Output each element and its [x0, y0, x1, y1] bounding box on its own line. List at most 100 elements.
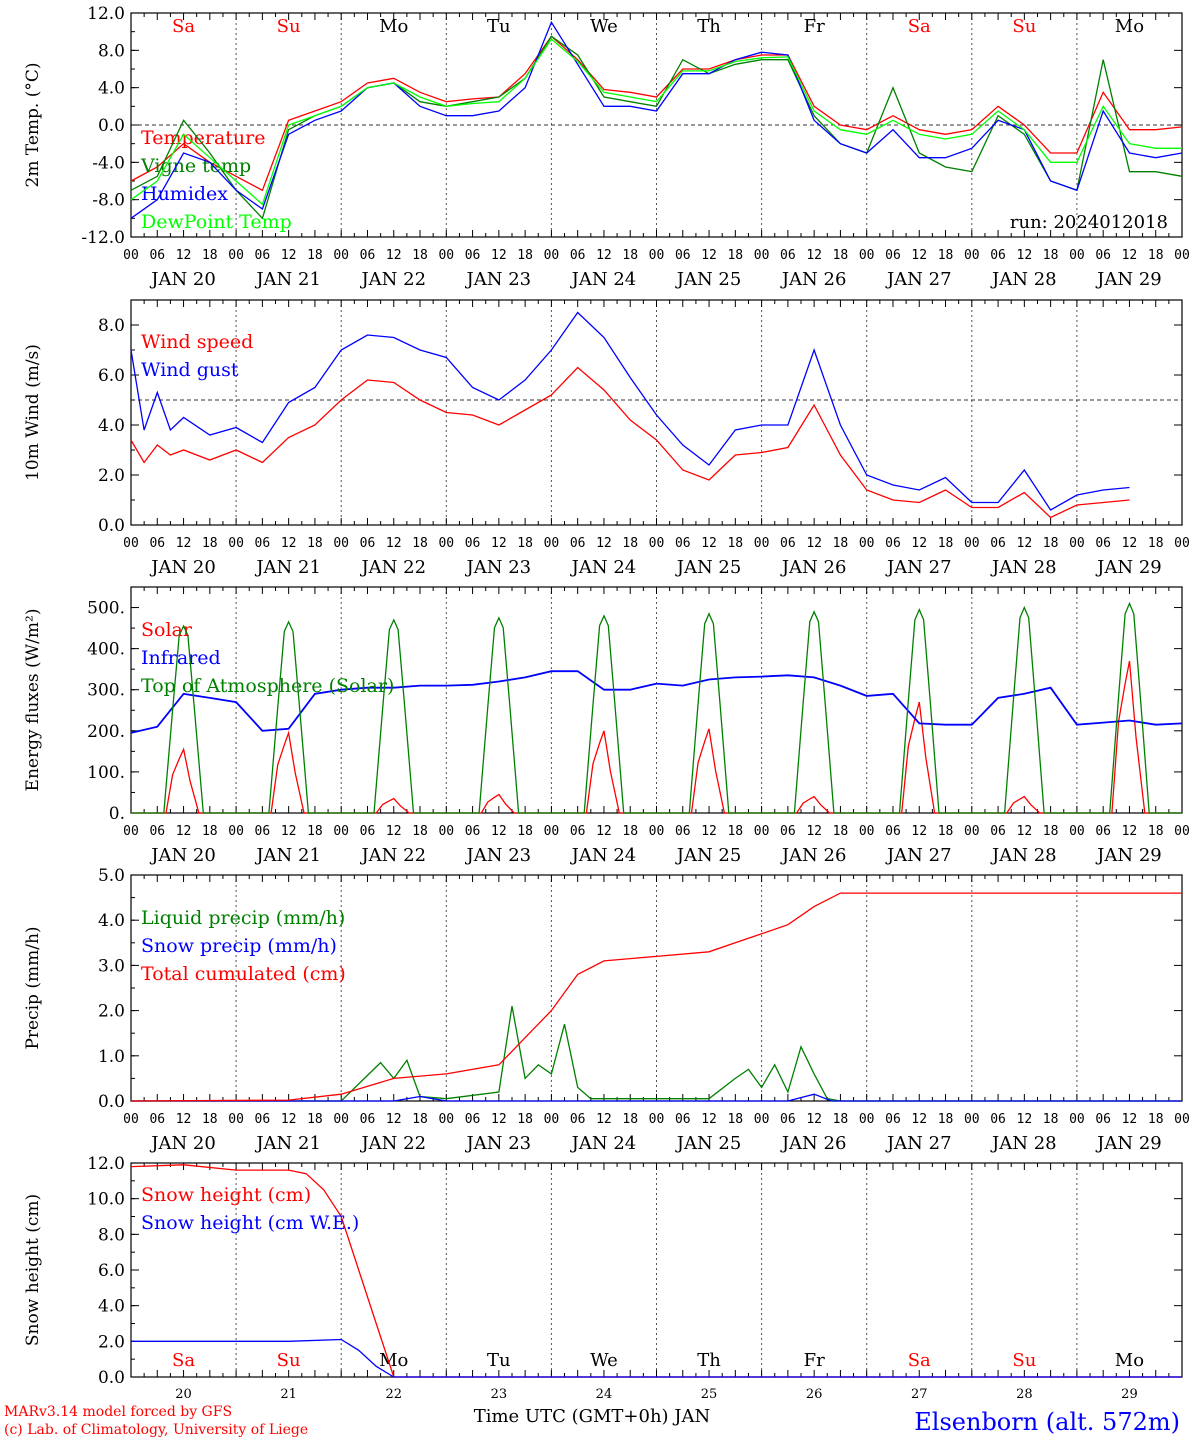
hour-tick-label: 12	[176, 536, 192, 551]
panel-1: 12.0 8.0 4.0 0.0 -4.0 -8.0 -12.0 2m Temp. (°C) 0…	[23, 4, 1190, 290]
hour-tick-label: 00	[964, 824, 980, 839]
weekday-label: Mo	[379, 16, 408, 37]
day-label: JAN 29	[1095, 1133, 1162, 1154]
hour-tick-label: 00	[333, 536, 349, 551]
hour-tick-label: 12	[281, 536, 297, 551]
weekday-label: Su	[1012, 1350, 1036, 1371]
hour-tick-label: 00	[228, 1112, 244, 1127]
day-number: 27	[911, 1387, 928, 1402]
hour-tick-label: 00	[438, 1112, 454, 1127]
hour-tick-label: 18	[202, 1112, 218, 1127]
y-tick-label: 2.0	[98, 1002, 125, 1022]
day-number: 23	[491, 1387, 508, 1402]
hour-tick-label: 00	[333, 824, 349, 839]
y-axis-label: Energy fluxes (W/m²)	[23, 609, 43, 792]
y-tick-label: 4.0	[98, 79, 125, 99]
hour-tick-label: 18	[1043, 248, 1059, 263]
hour-tick-label: 18	[727, 536, 743, 551]
day-label: JAN 20	[149, 1133, 216, 1154]
y-tick-label: 6.0	[98, 1261, 125, 1281]
hour-tick-label: 00	[964, 536, 980, 551]
hour-tick-label: 12	[491, 536, 507, 551]
hour-tick-label: 06	[360, 824, 376, 839]
hour-tick-label: 00	[859, 824, 875, 839]
hour-tick-label: 00	[964, 248, 980, 263]
y-tick-label: 100.	[87, 763, 125, 783]
day-label: JAN 26	[780, 269, 847, 290]
hour-tick-label: 06	[675, 248, 691, 263]
series-line	[130, 1164, 1182, 1378]
hour-tick-label: 18	[622, 824, 638, 839]
series-line	[130, 35, 1183, 192]
legend-entry: Snow precip (mm/h)	[141, 935, 337, 957]
day-label: JAN 28	[990, 1133, 1057, 1154]
weekday-label: Th	[697, 1350, 721, 1371]
hour-tick-label: 18	[727, 1112, 743, 1127]
y-tick-label: 12.0	[87, 1154, 125, 1174]
hour-tick-label: 12	[911, 824, 927, 839]
hour-tick-label: 06	[360, 248, 376, 263]
hour-tick-label: 06	[990, 1112, 1006, 1127]
hour-tick-label: 06	[465, 1112, 481, 1127]
hour-tick-label: 12	[491, 824, 507, 839]
day-number: 25	[701, 1387, 718, 1402]
hour-tick-label: 00	[544, 1112, 560, 1127]
y-tick-label: 0.0	[98, 1092, 125, 1112]
hour-tick-label: 18	[202, 536, 218, 551]
hour-tick-label: 00	[859, 1112, 875, 1127]
hour-tick-label: 00	[1069, 1112, 1085, 1127]
hour-tick-label: 00	[649, 248, 665, 263]
day-label: JAN 22	[359, 557, 426, 578]
day-label: JAN 25	[675, 557, 742, 578]
hour-tick-label: 12	[1017, 536, 1033, 551]
series-line	[130, 38, 1182, 206]
day-label: JAN 24	[570, 1133, 637, 1154]
hour-tick-label: 06	[570, 1112, 586, 1127]
day-number: 24	[596, 1387, 613, 1402]
hour-tick-label: 18	[1148, 248, 1164, 263]
weekday-label: We	[590, 16, 618, 37]
y-tick-label: 500.	[87, 599, 125, 619]
hour-tick-label: 18	[622, 536, 638, 551]
legend-entry: Top of Atmosphere (Solar)	[141, 675, 394, 697]
hour-tick-label: 00	[123, 536, 139, 551]
hour-tick-label: 12	[281, 248, 297, 263]
legend-entry: Total cumulated (cm)	[141, 963, 346, 985]
y-tick-label: 12.0	[87, 4, 125, 24]
day-label: JAN 23	[465, 1133, 532, 1154]
hour-tick-label: 06	[465, 248, 481, 263]
hour-tick-label: 12	[1122, 248, 1138, 263]
hour-tick-label: 18	[307, 536, 323, 551]
day-label: JAN 23	[465, 557, 532, 578]
hour-tick-label: 12	[491, 1112, 507, 1127]
hour-tick-label: 00	[1174, 536, 1190, 551]
hour-tick-label: 18	[833, 1112, 849, 1127]
hour-tick-label: 18	[307, 824, 323, 839]
hour-tick-label: 06	[990, 248, 1006, 263]
hour-tick-label: 00	[754, 536, 770, 551]
hour-tick-label: 18	[1043, 536, 1059, 551]
hour-tick-label: 18	[307, 1112, 323, 1127]
hour-tick-label: 00	[123, 1112, 139, 1127]
day-label: JAN 24	[570, 557, 637, 578]
hour-tick-label: 12	[701, 824, 717, 839]
day-label: JAN 28	[990, 845, 1057, 866]
hour-tick-label: 12	[176, 824, 192, 839]
credit-line-2: (c) Lab. of Climatology, University of L…	[4, 1422, 308, 1438]
weekday-label: Tu	[487, 1350, 511, 1371]
hour-tick-label: 06	[780, 824, 796, 839]
hour-tick-label: 06	[255, 824, 271, 839]
hour-tick-label: 12	[1122, 536, 1138, 551]
hour-tick-label: 12	[176, 248, 192, 263]
hour-tick-label: 06	[465, 536, 481, 551]
day-number: 29	[1121, 1387, 1138, 1402]
hour-tick-label: 06	[990, 824, 1006, 839]
legend-entry: Wind speed	[141, 331, 253, 353]
day-label: JAN 25	[675, 1133, 742, 1154]
day-label: JAN 21	[254, 557, 321, 578]
panel-4: 5.0 4.0 3.0 2.0 1.0 0.0 Precip (mm/h) 00 06 12 18 0…	[23, 866, 1190, 1154]
day-label: JAN 22	[359, 1133, 426, 1154]
hour-tick-label: 12	[596, 1112, 612, 1127]
day-label: JAN 22	[359, 845, 426, 866]
series-line	[130, 311, 1130, 511]
